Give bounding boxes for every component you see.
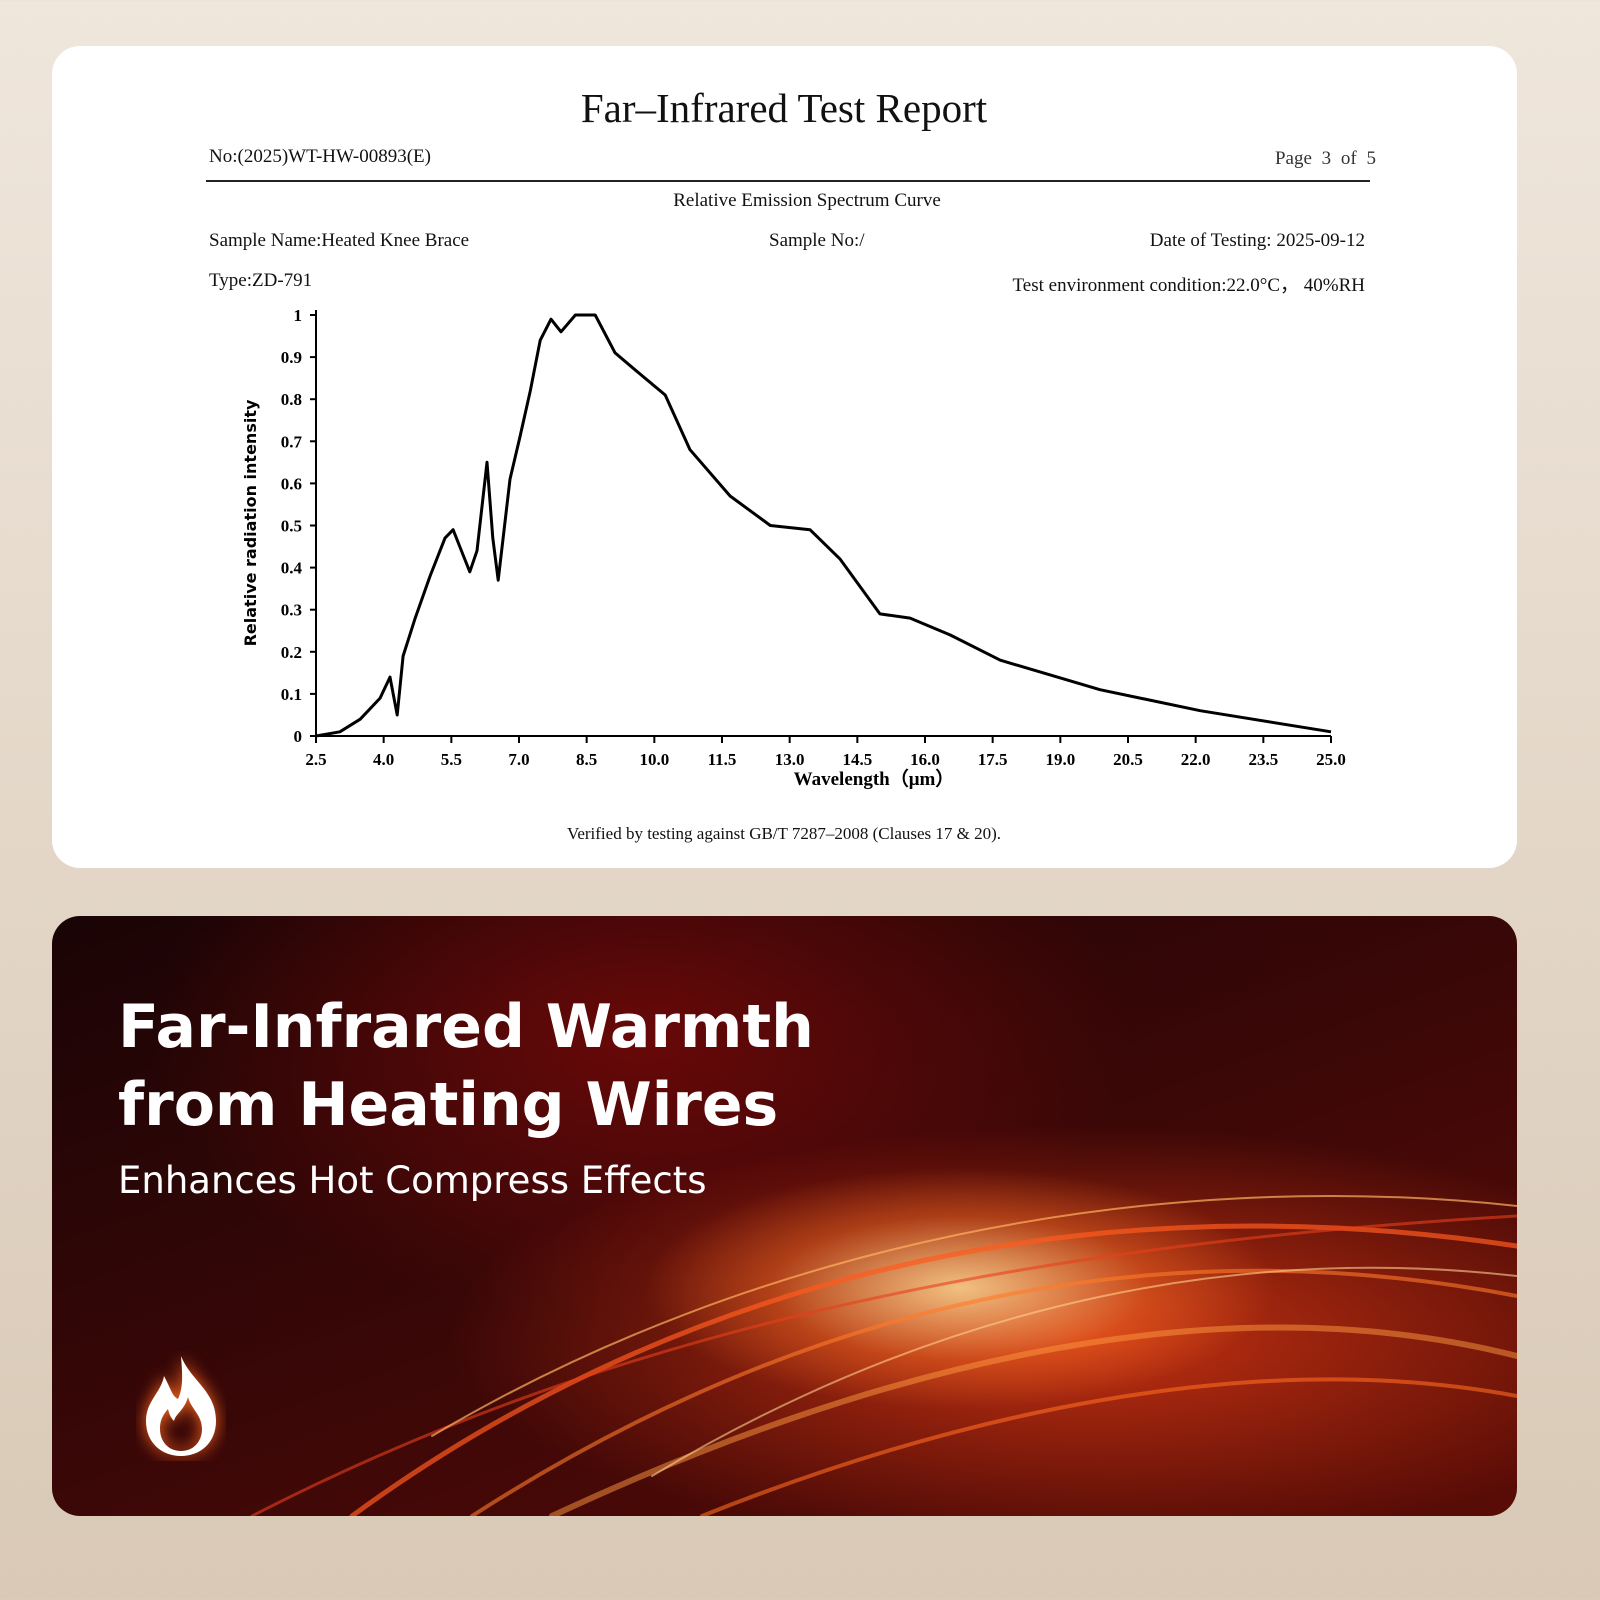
report-number: No:(2025)WT-HW-00893(E) (209, 146, 431, 167)
type: Type:ZD-791 (209, 270, 313, 291)
x-tick-label: 16.0 (910, 750, 940, 769)
banner: Far-Infrared Warmth from Heating Wires E… (52, 916, 1517, 1516)
environment: Test environment condition:22.0°C， 40%RH (1012, 275, 1365, 296)
x-tick-label: 20.5 (1113, 750, 1143, 769)
y-tick-label: 0.4 (281, 559, 303, 578)
flame-icon (146, 1356, 216, 1456)
y-tick-label: 0.5 (281, 517, 302, 536)
rule (206, 180, 1370, 182)
x-tick-label: 22.0 (1181, 750, 1211, 769)
x-tick-label: 7.0 (508, 750, 529, 769)
test-date: Date of Testing: 2025-09-12 (1149, 230, 1365, 251)
banner-subtitle: Enhances Hot Compress Effects (118, 1159, 707, 1202)
y-tick-label: 0.8 (281, 390, 302, 409)
y-tick-label: 0.6 (281, 474, 302, 493)
x-tick-label: 14.5 (842, 750, 872, 769)
page-number: Page 3 of 5 (1274, 148, 1376, 169)
banner-title: Far-Infrared Warmth from Heating Wires (118, 988, 814, 1144)
wires-decoration (250, 1194, 1517, 1516)
footnote: Verified by testing against GB/T 7287–20… (566, 824, 1002, 843)
sample-name: Sample Name:Heated Knee Brace (209, 230, 470, 251)
y-tick-label: 1 (294, 306, 303, 325)
x-tick-label: 19.0 (1045, 750, 1075, 769)
spectrum-line (315, 313, 1332, 738)
sample-no: Sample No:/ (769, 230, 865, 251)
x-tick-label: 23.5 (1248, 750, 1278, 769)
x-tick-label: 17.5 (978, 750, 1008, 769)
chart-title: Relative Emission Spectrum Curve (673, 190, 941, 211)
chart: Wavelength（μm） Relative radiation intens… (241, 306, 1346, 790)
x-tick-label: 5.5 (441, 750, 462, 769)
y-tick-label: 0.2 (281, 643, 302, 662)
y-tick-label: 0 (294, 727, 303, 746)
y-tick-label: 0.9 (281, 348, 302, 367)
y-tick-label: 0.3 (281, 601, 302, 620)
report-title: Far–Infrared Test Report (580, 85, 988, 131)
x-axis-label: Wavelength（μm） (794, 767, 955, 790)
y-tick-label: 0.7 (281, 432, 303, 451)
x-tick-label: 4.0 (373, 750, 394, 769)
x-tick-label: 2.5 (305, 750, 326, 769)
banner-title-line: Far-Infrared Warmth (118, 992, 814, 1062)
x-tick-label: 25.0 (1316, 750, 1346, 769)
x-tick-label: 11.5 (708, 750, 737, 769)
x-tick-label: 10.0 (639, 750, 669, 769)
banner-title-line: from Heating Wires (118, 1070, 779, 1140)
report-card (52, 46, 1517, 868)
y-tick-label: 0.1 (281, 685, 302, 704)
x-tick-label: 13.0 (775, 750, 805, 769)
x-tick-label: 8.5 (576, 750, 597, 769)
y-axis-label: Relative radiation intensity (241, 399, 260, 646)
